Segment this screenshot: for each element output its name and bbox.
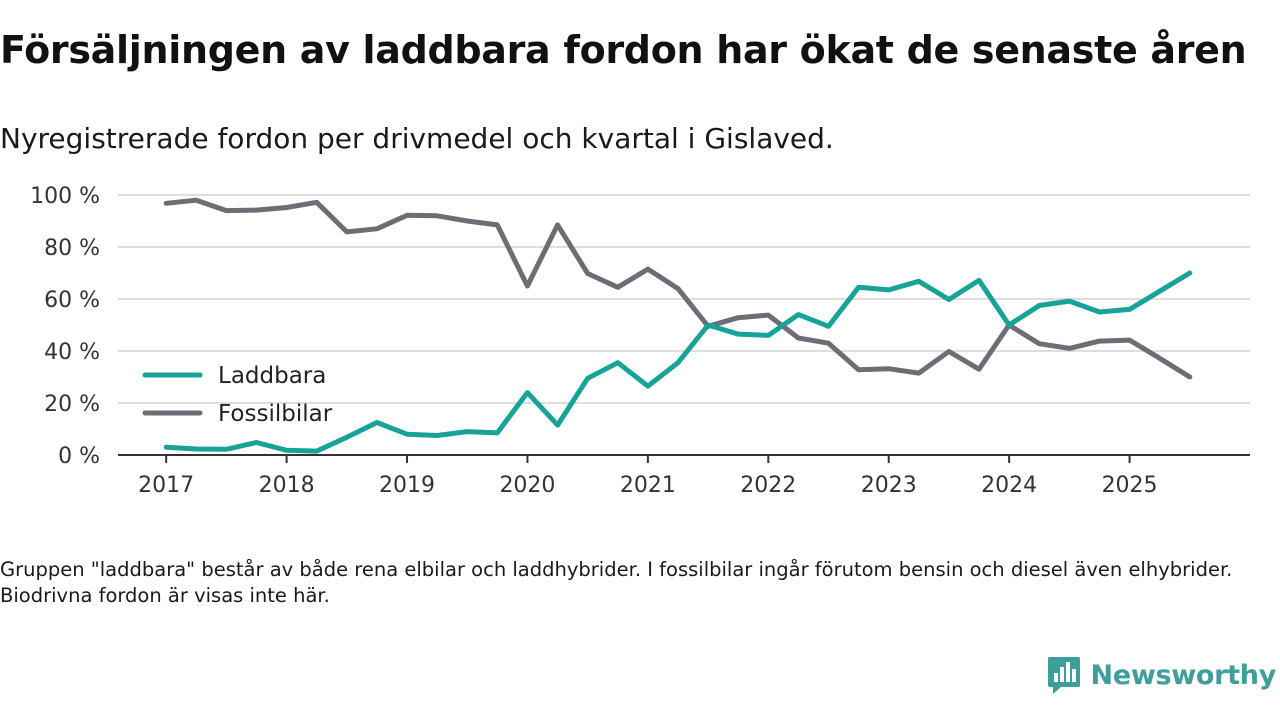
newsworthy-logo-icon: [1047, 657, 1080, 694]
x-tick-label: 2020: [499, 473, 555, 498]
legend-label-laddbara: Laddbara: [218, 363, 326, 389]
footnote: Gruppen "laddbara" består av både rena e…: [0, 558, 1233, 607]
x-tick-label: 2017: [138, 473, 194, 498]
y-tick-label: 0 %: [58, 444, 100, 469]
y-tick-label: 40 %: [44, 340, 100, 365]
chart-subtitle: Nyregistrerade fordon per drivmedel och …: [0, 122, 834, 155]
legend-label-fossilbilar: Fossilbilar: [218, 401, 333, 427]
series-line-laddbara: [163, 270, 1193, 454]
y-tick-label: 80 %: [44, 236, 100, 261]
x-tick-label: 2025: [1102, 473, 1158, 498]
y-tick-label: 60 %: [44, 288, 100, 313]
brand-name: Newsworthy: [1090, 659, 1277, 691]
x-tick-label: 2023: [861, 473, 917, 498]
x-tick-label: 2018: [259, 473, 315, 498]
series-line-fossilbilar: [163, 197, 1193, 380]
y-tick-label: 20 %: [44, 392, 100, 417]
line-chart: 0 % 20 % 40 % 60 % 80 % 100 % 2017 2018 2019 2020…: [30, 184, 1250, 498]
chart-title: Försäljningen av laddbara fordon har öka…: [0, 28, 1247, 72]
y-tick-label: 100 %: [30, 184, 100, 209]
x-tick-label: 2024: [981, 473, 1037, 498]
x-tick-label: 2019: [379, 473, 435, 498]
brand-logo[interactable]: Newsworthy: [1047, 655, 1276, 695]
x-tick-label: 2021: [620, 473, 676, 498]
x-tick-label: 2022: [740, 473, 796, 498]
